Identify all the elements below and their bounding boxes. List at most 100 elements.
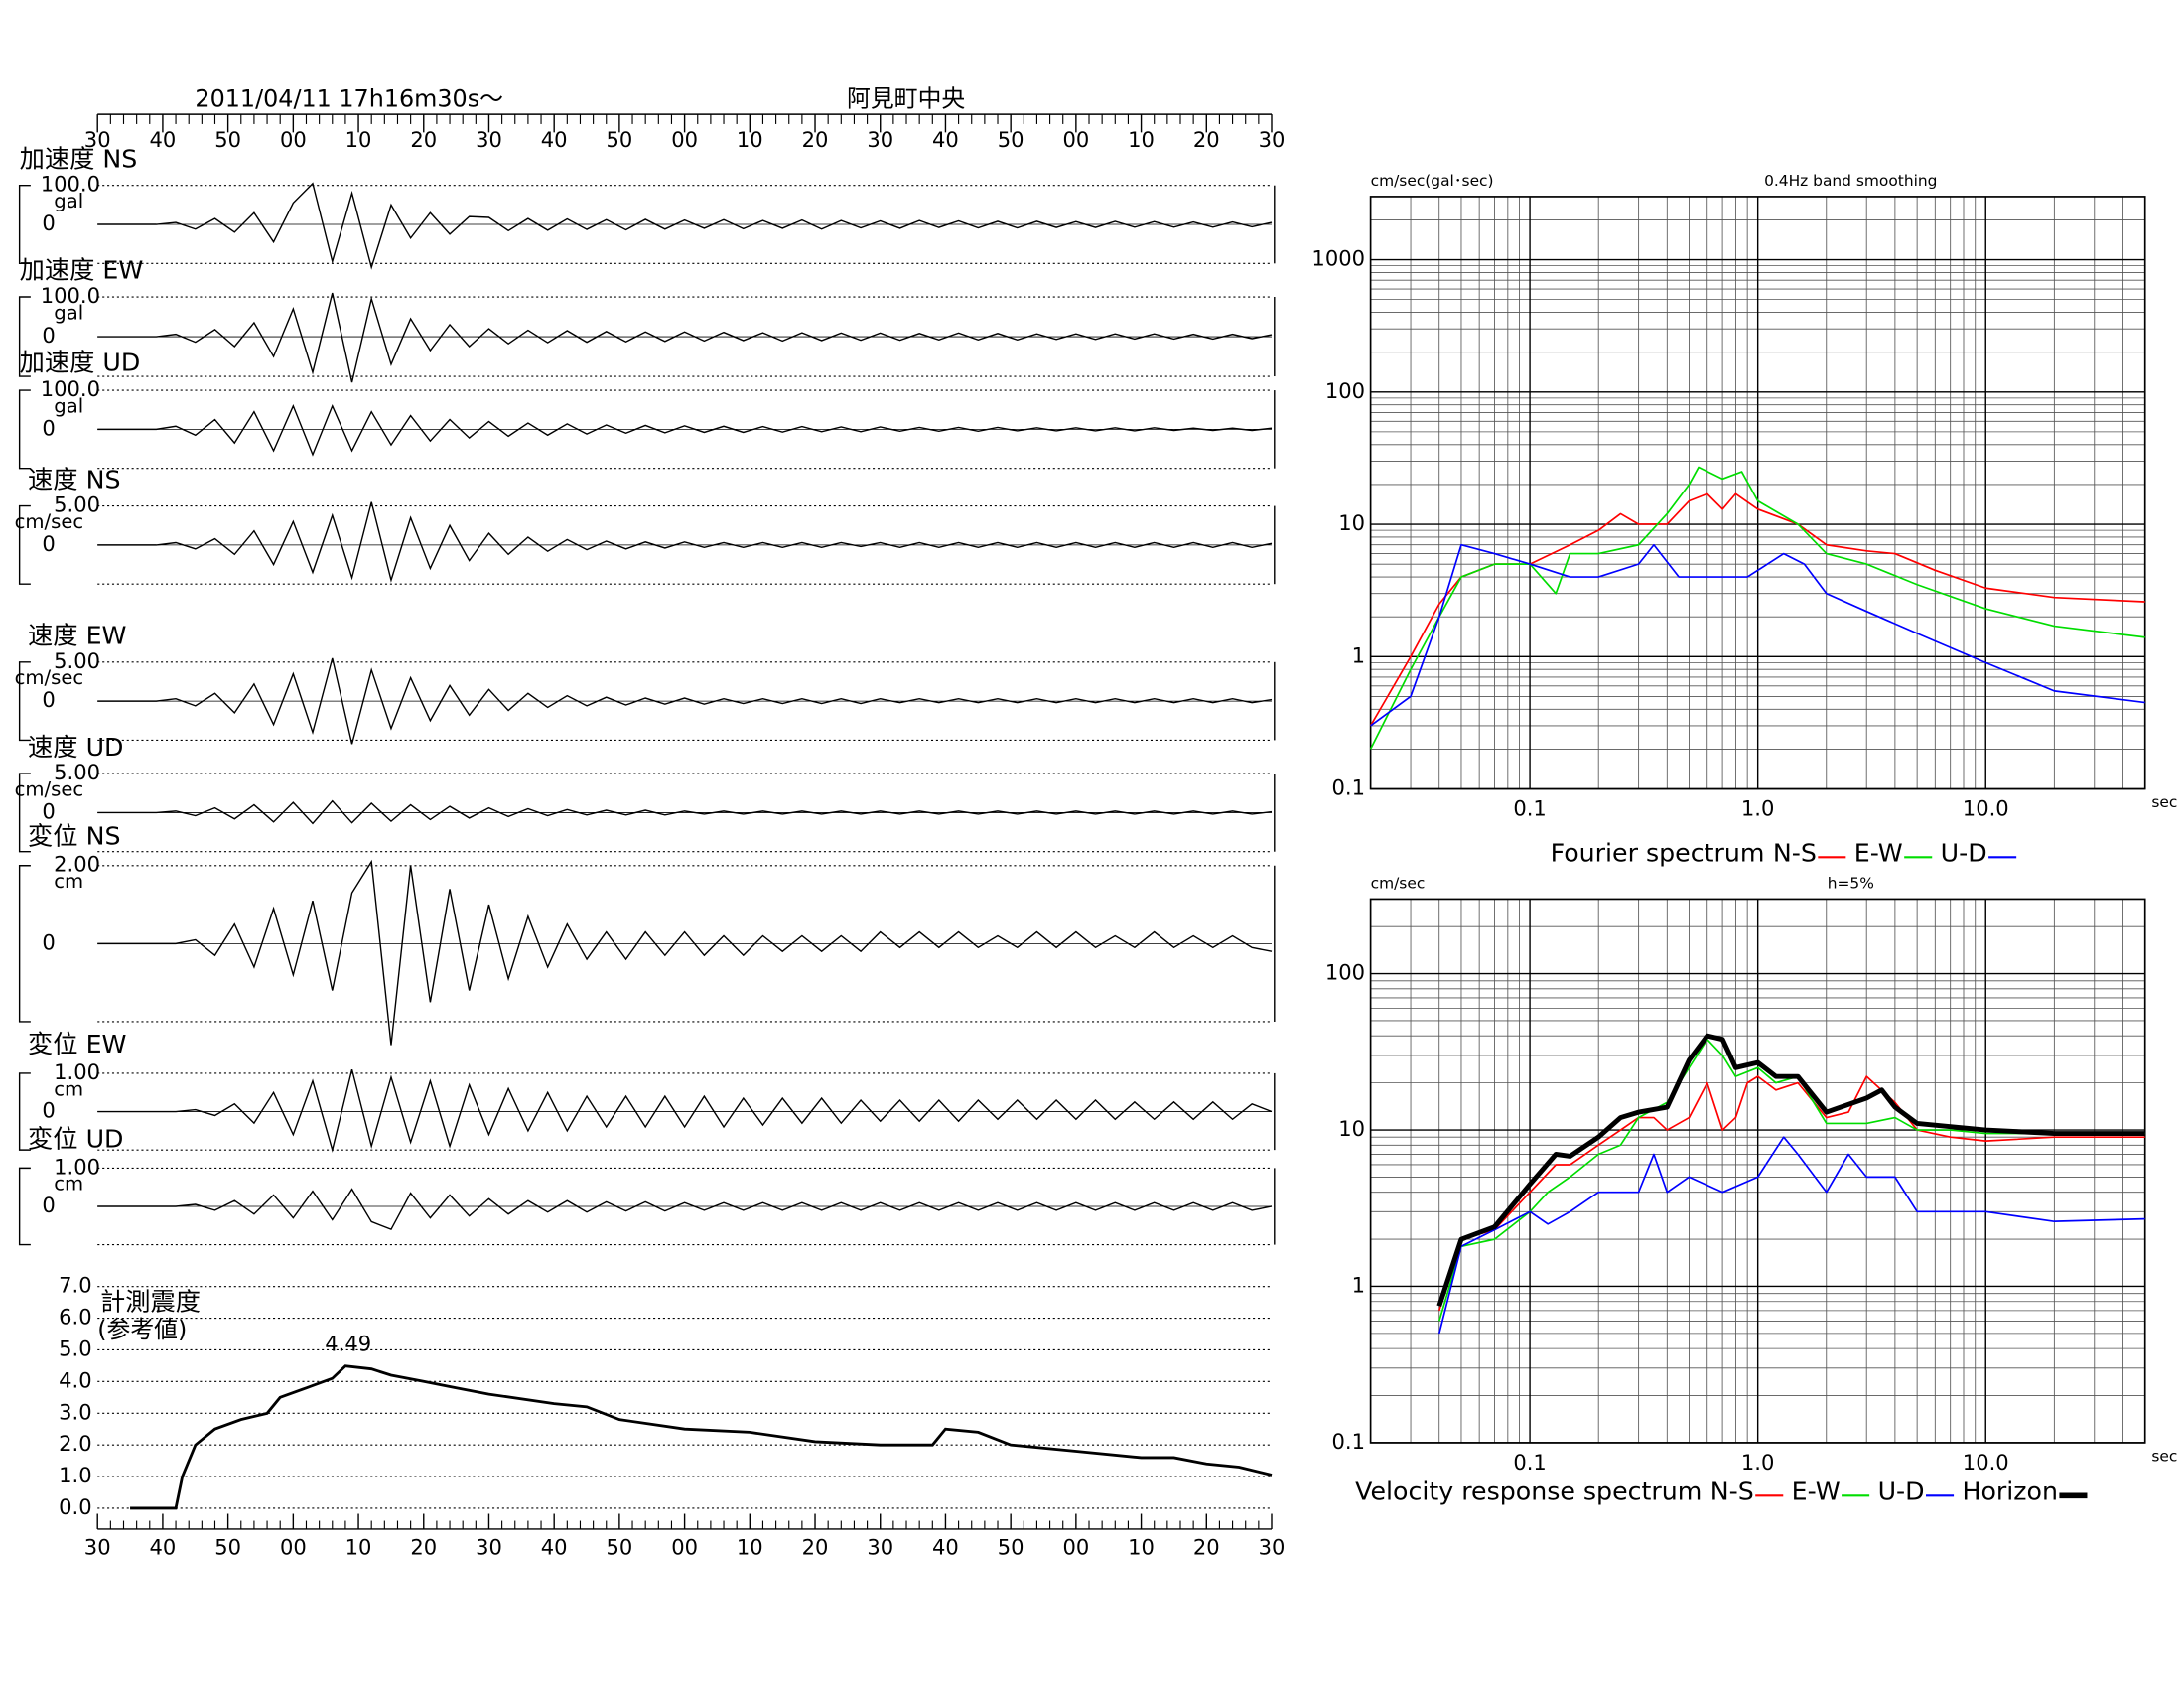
- y-tick-label: 2.00: [54, 852, 100, 877]
- x-tick-label: 20: [802, 1535, 829, 1560]
- x-tick-label: 50: [606, 127, 632, 152]
- legend-label: U-D: [1941, 839, 1987, 868]
- y-tick-label: 10: [1338, 1116, 1365, 1141]
- y-tick-label: 0.1: [1332, 1429, 1365, 1454]
- legend-label: E-W: [1854, 839, 1903, 868]
- y-tick-label: 1.00: [54, 1059, 100, 1084]
- x-tick-label: 40: [932, 127, 959, 152]
- legend-label: E-W: [1792, 1477, 1841, 1505]
- x-tick-label: 10: [345, 127, 372, 152]
- unit-label: cm: [54, 1077, 83, 1100]
- y-tick-label: 0: [42, 1098, 55, 1123]
- x-tick-label: 30: [867, 127, 893, 152]
- y-tick-label: 0: [42, 531, 55, 556]
- x-tick-label: 10.0: [1963, 1450, 2009, 1475]
- panel-bracket: [18, 296, 31, 377]
- y-tick-label: 4.0: [59, 1367, 91, 1392]
- trace-label: 速度 EW: [28, 622, 126, 650]
- y-tick-label: 0.0: [59, 1494, 91, 1519]
- intensity-title: 計測震度: [100, 1288, 201, 1317]
- x-tick-label: 20: [410, 127, 437, 152]
- x-tick-label: 1.0: [1741, 1450, 1774, 1475]
- peak-label: 4.49: [325, 1332, 371, 1356]
- x-tick-label: 10: [1128, 127, 1155, 152]
- y-unit: cm/sec(gal･sec): [1371, 172, 1494, 190]
- x-tick-label: 00: [280, 1535, 307, 1560]
- y-tick-label: 1.00: [54, 1154, 100, 1179]
- panel-bracket: [18, 865, 31, 1023]
- x-tick-label: 30: [867, 1535, 893, 1560]
- x-tick-label: 50: [998, 127, 1024, 152]
- caption: Velocity response spectrum: [1355, 1477, 1702, 1505]
- x-tick-label: 30: [476, 127, 502, 152]
- x-tick-label: 10: [737, 127, 763, 152]
- trace-label: 変位 UD: [28, 1124, 123, 1153]
- x-tick-label: 10: [1128, 1535, 1155, 1560]
- y-tick-label: 0: [42, 211, 55, 235]
- waveform: [97, 1068, 1273, 1153]
- panel-bracket: [18, 773, 31, 853]
- spectrum-line: [1370, 543, 2145, 727]
- unit-label: cm/sec: [15, 666, 84, 689]
- y-tick-label: 0: [42, 415, 55, 440]
- waveform: [97, 182, 1273, 270]
- x-tick-label: 30: [84, 127, 111, 152]
- x-tick-label: 20: [802, 127, 829, 152]
- y-tick-label: 1: [1352, 642, 1365, 667]
- spectrum-line: [1436, 1033, 2145, 1307]
- trace-label: 加速度 UD: [20, 348, 141, 376]
- y-tick-label: 0: [42, 687, 55, 712]
- x-tick-label: 1.0: [1741, 796, 1774, 821]
- y-tick-label: 5.0: [59, 1336, 91, 1360]
- y-tick-label: 0.1: [1332, 775, 1365, 800]
- unit-label: cm/sec: [15, 777, 84, 800]
- plot-title: h=5%: [1828, 875, 1874, 893]
- waveform: [97, 859, 1273, 1046]
- spectrum-line: [1437, 1136, 2145, 1335]
- unit-label: gal: [54, 394, 83, 417]
- x-tick-label: 20: [1193, 127, 1220, 152]
- x-tick-label: 10.0: [1963, 796, 2009, 821]
- y-tick-label: 100.0: [41, 172, 100, 197]
- y-tick-label: 0: [42, 929, 55, 954]
- x-tick-label: 50: [998, 1535, 1024, 1560]
- trace-label: 加速度 NS: [20, 144, 138, 173]
- caption: Fourier spectrum: [1551, 839, 1765, 868]
- plot-title: 0.4Hz band smoothing: [1764, 172, 1937, 190]
- unit-label: cm: [54, 1173, 83, 1196]
- trace-label: 速度 NS: [28, 465, 120, 493]
- unit-label: gal: [54, 301, 83, 324]
- x-tick-label: 10: [737, 1535, 763, 1560]
- y-tick-label: 5.00: [54, 760, 100, 784]
- y-tick-label: 0: [42, 323, 55, 348]
- x-tick-label: 10: [345, 1535, 372, 1560]
- x-tick-label: 20: [410, 1535, 437, 1560]
- x-tick-label: 40: [541, 127, 568, 152]
- x-tick-label: 30: [1259, 127, 1286, 152]
- legend-label: Horizon: [1962, 1477, 2058, 1505]
- x-tick-label: 00: [1062, 127, 1089, 152]
- legend-label: N-S: [1710, 1477, 1754, 1505]
- legend-label: U-D: [1878, 1477, 1925, 1505]
- y-tick-label: 2.0: [59, 1431, 91, 1456]
- x-tick-label: 30: [476, 1535, 502, 1560]
- x-tick-label: 20: [1193, 1535, 1220, 1560]
- x-tick-label: 00: [280, 127, 307, 152]
- y-tick-label: 5.00: [54, 492, 100, 517]
- x-tick-label: 00: [671, 1535, 698, 1560]
- waveform: [97, 501, 1273, 583]
- x-tick-label: 40: [932, 1535, 959, 1560]
- y-tick-label: 10: [1338, 510, 1365, 535]
- x-tick-label: 40: [150, 127, 177, 152]
- y-tick-label: 100.0: [41, 376, 100, 401]
- x-tick-label: 50: [214, 127, 241, 152]
- record-time: 2011/04/11 17h16m30s〜: [195, 85, 503, 113]
- y-tick-label: 6.0: [59, 1305, 91, 1330]
- unit-label: cm: [54, 870, 83, 893]
- panel-bracket: [18, 1072, 31, 1151]
- x-tick-label: 00: [671, 127, 698, 152]
- waveform: [97, 1188, 1273, 1231]
- plot-frame: [1369, 898, 2146, 1444]
- panel-bracket: [18, 389, 31, 470]
